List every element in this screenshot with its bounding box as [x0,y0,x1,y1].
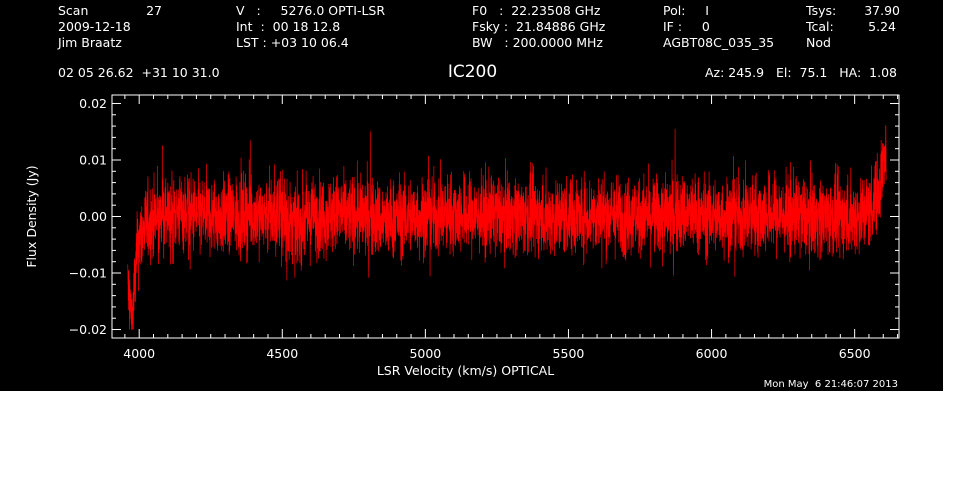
tcal-value: 5.24 [868,19,896,34]
x-tick-label: 5500 [553,346,585,361]
plot-timestamp: Mon May 6 21:46:07 2013 [763,379,898,390]
y-tick-label: 0.02 [79,96,107,111]
tcal-label: Tcal: [806,19,834,34]
tsys-label: Tsys: [806,3,837,18]
observer-name: Jim Braatz [58,35,122,50]
y-tick-label: 0.01 [79,152,107,167]
plot-panel: Scan 27 2009-12-18 Jim Braatz V : 5276.0… [0,0,943,391]
spectrum-series-line [127,125,887,330]
x-axis: 4000 4500 5000 5500 6000 6500 [123,95,899,361]
x-tick-label: 6000 [696,346,728,361]
y-tick-label: 0.00 [79,209,107,224]
velocity-info: V : 5276.0 OPTI-LSR [236,3,386,18]
x-tick-label: 5000 [409,346,441,361]
source-name: IC200 [447,62,498,82]
tsys-value: 37.90 [864,3,900,18]
spectrum-chart: 4000 4500 5000 5500 6000 6500 −0.02 −0.01 0.00 0… [24,94,900,378]
obs-mode: Nod [806,35,831,50]
project-id: AGBT08C_035_35 [663,35,775,50]
y-axis: −0.02 −0.01 0.00 0.01 0.02 [69,96,899,337]
y-tick-label: −0.02 [69,322,107,337]
spectrum-trace-layer [127,125,887,330]
scan-number: 27 [146,3,162,18]
y-tick-label: −0.01 [69,266,107,281]
y-axis-label: Flux Density (Jy) [24,165,39,267]
x-axis-label: LSR Velocity (km/s) OPTICAL [377,363,554,378]
x-tick-label: 4500 [266,346,298,361]
if-number: IF : 0 [663,19,710,34]
integration-time: Int : 00 18 12.8 [236,19,341,34]
rest-frequency: F0 : 22.23508 GHz [472,3,601,18]
obs-date: 2009-12-18 [58,19,131,34]
x-tick-label: 6500 [839,346,871,361]
scan-label: Scan [58,3,89,18]
az-el-ha: Az: 245.9 El: 75.1 HA: 1.08 [704,65,897,80]
bandwidth: BW : 200.0000 MHz [472,35,603,50]
lst-info: LST : +03 10 06.4 [236,35,349,50]
x-tick-label: 4000 [123,346,155,361]
source-coordinates: 02 05 26.62 +31 10 31.0 [58,65,220,80]
polarization: Pol: I [663,3,709,18]
sky-frequency: Fsky : 21.84886 GHz [472,19,606,34]
